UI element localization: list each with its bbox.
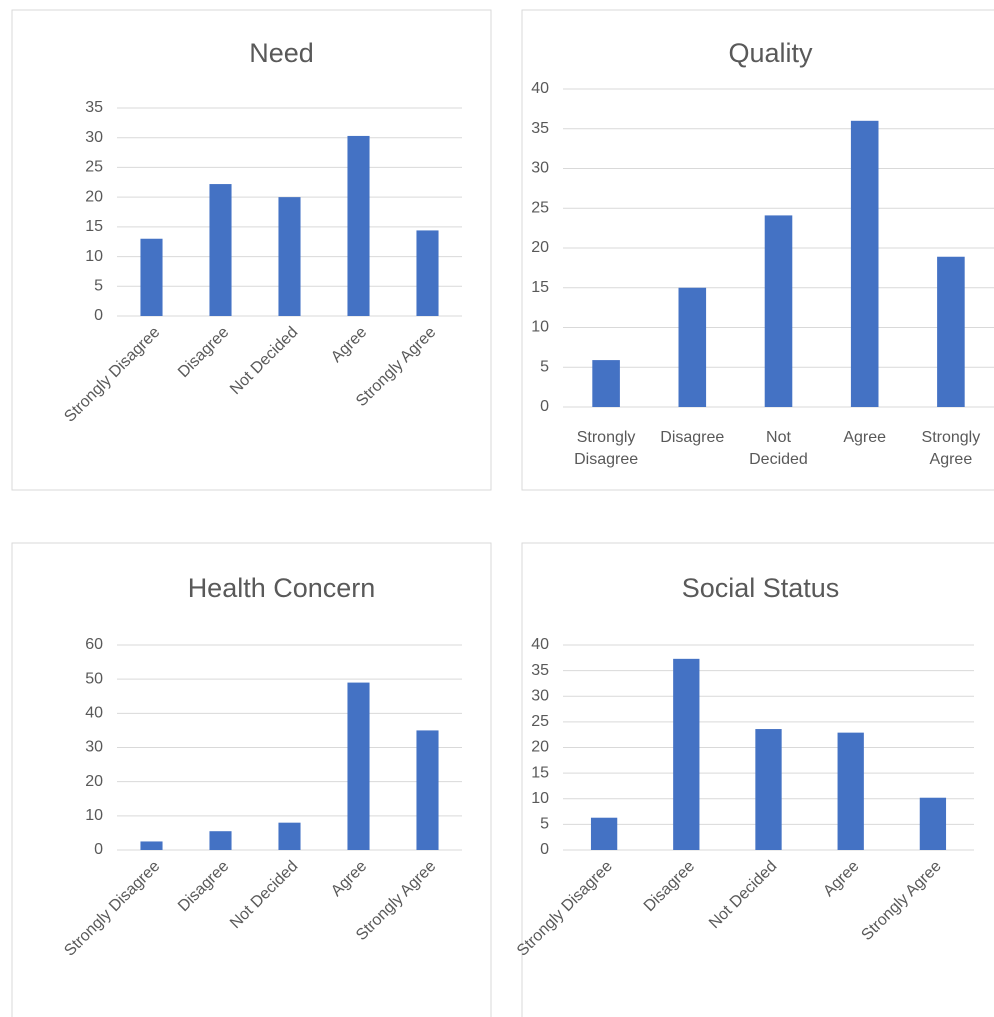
x-tick-label: Disagree	[660, 429, 725, 446]
y-tick-label: 20	[531, 739, 549, 756]
y-tick-label: 35	[531, 120, 549, 137]
y-tick-label: 30	[531, 160, 549, 177]
bar	[347, 682, 370, 850]
y-tick-label: 25	[85, 159, 103, 176]
y-tick-label: 5	[540, 358, 549, 375]
chart-title: Health Concern	[188, 573, 376, 603]
y-tick-label: 30	[531, 687, 549, 704]
x-tick-label: Agree	[843, 429, 887, 446]
bar	[416, 730, 439, 850]
y-tick-label: 10	[531, 319, 549, 336]
y-tick-label: 25	[531, 713, 549, 730]
bar	[937, 256, 965, 407]
bar	[416, 230, 439, 316]
y-tick-label: 15	[85, 218, 103, 235]
bar	[140, 238, 163, 316]
y-tick-label: 10	[531, 790, 549, 807]
panel	[11, 542, 492, 1017]
y-tick-label: 50	[85, 670, 103, 687]
bar	[837, 732, 864, 850]
bar	[590, 817, 618, 850]
chart-title: Social Status	[682, 573, 840, 603]
bar	[850, 120, 879, 408]
y-tick-label: 20	[85, 773, 103, 790]
y-tick-label: 40	[85, 705, 103, 722]
y-tick-label: 60	[85, 636, 103, 653]
bar	[278, 197, 301, 316]
x-tick-label: Not Decided	[749, 429, 808, 468]
y-tick-label: 30	[85, 129, 103, 146]
bar	[278, 822, 301, 850]
bar	[347, 135, 370, 316]
y-tick-label: 15	[531, 279, 549, 296]
y-tick-label: 35	[85, 99, 103, 116]
y-tick-label: 20	[85, 188, 103, 205]
y-tick-label: 35	[531, 662, 549, 679]
bar	[764, 215, 793, 407]
y-tick-label: 10	[85, 807, 103, 824]
bar	[140, 841, 163, 850]
x-tick-label-box: Not Decided	[749, 429, 808, 468]
y-tick-label: 0	[94, 841, 103, 858]
bar	[678, 287, 707, 407]
panel	[11, 9, 492, 491]
y-tick-label: 15	[531, 764, 549, 781]
y-tick-label: 0	[94, 307, 103, 324]
chart-title: Need	[249, 38, 314, 68]
y-tick-label: 0	[540, 841, 549, 858]
y-tick-label: 30	[85, 739, 103, 756]
bar	[919, 797, 947, 850]
x-tick-label-box: Agree	[843, 429, 887, 446]
y-tick-label: 25	[531, 199, 549, 216]
x-tick-label-box: Strongly Agree	[921, 429, 981, 468]
y-tick-label: 40	[531, 636, 549, 653]
y-tick-label: 20	[531, 239, 549, 256]
panel	[521, 9, 994, 491]
x-tick-label-box: Strongly Disagree	[574, 429, 639, 468]
bar	[209, 184, 232, 316]
bar	[673, 658, 700, 850]
x-tick-label: Strongly Disagree	[574, 429, 639, 468]
bar	[209, 831, 232, 850]
x-tick-label: Strongly Agree	[921, 429, 981, 468]
y-tick-label: 0	[540, 398, 549, 415]
y-tick-label: 40	[531, 80, 549, 97]
y-tick-label: 10	[85, 248, 103, 265]
chart-title: Quality	[728, 38, 813, 68]
y-tick-label: 5	[540, 816, 549, 833]
x-tick-label-box: Disagree	[660, 429, 725, 446]
y-tick-label: 5	[94, 278, 103, 295]
bar	[755, 729, 782, 850]
bar	[592, 360, 620, 407]
